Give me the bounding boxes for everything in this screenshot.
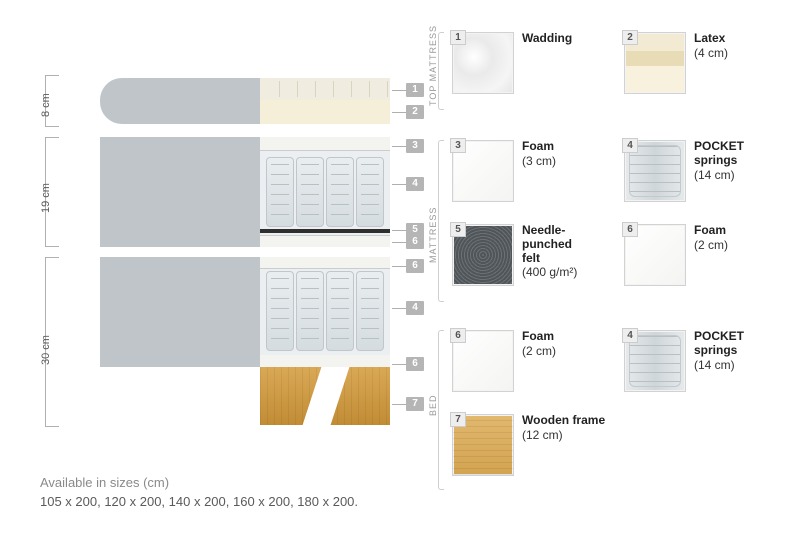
legend-item: 7 Wooden frame(12 cm) bbox=[452, 414, 620, 494]
mid-springs bbox=[266, 157, 384, 227]
legend-title: Foam bbox=[522, 140, 620, 154]
legend-item: 5 Needle-punchedfelt(400 g/m²) bbox=[452, 224, 620, 304]
bot-foam-bot bbox=[260, 355, 390, 367]
group-label-top: TOP MATTRESS bbox=[428, 25, 438, 106]
legend-sub: (4 cm) bbox=[694, 46, 792, 60]
section-mattress: 3 4 5 6 bbox=[100, 137, 420, 247]
swatch-num: 3 bbox=[450, 138, 466, 153]
mid-cover bbox=[100, 137, 260, 247]
swatch-num: 2 bbox=[622, 30, 638, 45]
footer-sizes: 105 x 200, 120 x 200, 140 x 200, 160 x 2… bbox=[40, 494, 358, 509]
dim-label-mid: 19 cm bbox=[40, 183, 52, 213]
callout-tag: 4 bbox=[406, 301, 424, 315]
legend-title: Foam bbox=[694, 224, 792, 238]
top-lines bbox=[262, 81, 388, 97]
section-bed: 6 4 6 7 bbox=[100, 257, 420, 427]
callout-tag: 6 bbox=[406, 235, 424, 249]
dim-label-top: 8 cm bbox=[40, 93, 52, 117]
swatch-num: 4 bbox=[622, 138, 638, 153]
legend-sub: (2 cm) bbox=[522, 344, 620, 358]
swatch-num: 5 bbox=[450, 222, 466, 237]
top-latex bbox=[260, 100, 390, 124]
swatch-num: 6 bbox=[450, 328, 466, 343]
legend-title: POCKETsprings bbox=[694, 140, 792, 168]
mid-foam-bot bbox=[260, 235, 390, 247]
callout-tag: 4 bbox=[406, 177, 424, 191]
legend-title: Wooden frame bbox=[522, 414, 620, 428]
footer-label: Available in sizes (cm) bbox=[40, 475, 358, 490]
legend-title: Needle-punchedfelt bbox=[522, 224, 620, 265]
callout-tag: 6 bbox=[406, 259, 424, 273]
legend-item: 3 Foam(3 cm) bbox=[452, 140, 620, 220]
group-brace bbox=[438, 330, 444, 490]
legend-item: 4 POCKETsprings(14 cm) bbox=[624, 140, 792, 220]
bot-foam-top bbox=[260, 257, 390, 269]
legend-sub: (3 cm) bbox=[522, 154, 620, 168]
swatch-num: 1 bbox=[450, 30, 466, 45]
group-label-bed: BED bbox=[428, 394, 438, 416]
callout-tag: 3 bbox=[406, 139, 424, 153]
legend-sub: (400 g/m²) bbox=[522, 265, 620, 279]
footer: Available in sizes (cm) 105 x 200, 120 x… bbox=[40, 475, 358, 509]
legend-item: 1 Wadding bbox=[452, 32, 620, 112]
legend-sub: (12 cm) bbox=[522, 428, 620, 442]
swatch-num: 7 bbox=[450, 412, 466, 427]
bot-wood bbox=[260, 367, 390, 425]
legend-title: Foam bbox=[522, 330, 620, 344]
group-brace bbox=[438, 140, 444, 302]
section-top-mattress: 1 2 bbox=[100, 75, 420, 127]
legend-title: POCKETsprings bbox=[694, 330, 792, 358]
legend-sub: (14 cm) bbox=[694, 168, 792, 182]
callout-tag: 2 bbox=[406, 105, 424, 119]
mid-foam-top bbox=[260, 137, 390, 151]
legend-title: Latex bbox=[694, 32, 792, 46]
mid-felt bbox=[260, 229, 390, 233]
callout-tag: 1 bbox=[406, 83, 424, 97]
callout-tag: 6 bbox=[406, 357, 424, 371]
group-brace bbox=[438, 32, 444, 110]
legend-sub: (2 cm) bbox=[694, 238, 792, 252]
swatch-num: 6 bbox=[622, 222, 638, 237]
callout-tag: 7 bbox=[406, 397, 424, 411]
group-label-mid: MATTRESS bbox=[428, 207, 438, 263]
legend-item: 6 Foam(2 cm) bbox=[452, 330, 620, 410]
bot-cover bbox=[100, 257, 260, 367]
legend-sub: (14 cm) bbox=[694, 358, 792, 372]
bot-springs bbox=[266, 271, 384, 351]
swatch-num: 4 bbox=[622, 328, 638, 343]
top-cover bbox=[100, 78, 260, 124]
legend-title: Wadding bbox=[522, 32, 620, 46]
dim-label-bot: 30 cm bbox=[40, 335, 52, 365]
legend-item: 4 POCKETsprings(14 cm) bbox=[624, 330, 792, 410]
legend-item: 2 Latex(4 cm) bbox=[624, 32, 792, 112]
legend-item: 6 Foam(2 cm) bbox=[624, 224, 792, 304]
